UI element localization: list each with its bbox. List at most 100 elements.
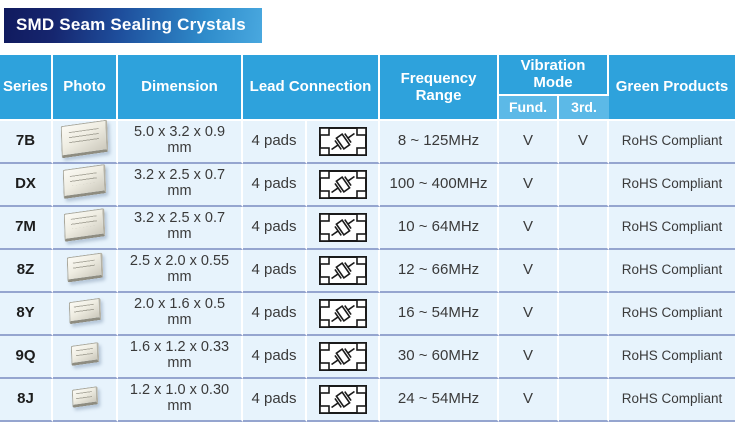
cell-series: 8Z	[0, 249, 53, 293]
cell-dimension: 3.2 x 2.5 x 0.7 mm	[118, 206, 243, 250]
table-row: 9Q 1.6 x 1.2 x 0.33 mm 4 pads	[0, 335, 735, 379]
crystal-photo	[70, 341, 99, 366]
table-row: 8Y 2.0 x 1.6 x 0.5 mm 4 pads	[0, 292, 735, 336]
dimension-unit: mm	[167, 355, 192, 371]
col-header-dimension: Dimension	[118, 55, 243, 121]
cell-vibration-fund: V	[499, 206, 560, 250]
dimension-value: 5.0 x 3.2 x 0.9	[133, 124, 226, 141]
crystal-schematic-icon	[318, 384, 367, 414]
col-header-series: Series	[0, 55, 53, 121]
cell-green-products: RoHS Compliant	[609, 206, 735, 250]
cell-frequency-range: 100 ~ 400MHz	[380, 163, 500, 207]
cell-series: 7B	[0, 120, 53, 164]
cell-lead-icon	[307, 249, 381, 293]
cell-photo	[53, 335, 118, 379]
cell-lead-icon	[307, 206, 381, 250]
cell-dimension: 2.0 x 1.6 x 0.5 mm	[118, 292, 243, 336]
cell-lead-icon	[307, 120, 381, 164]
cell-dimension: 1.6 x 1.2 x 0.33 mm	[118, 335, 243, 379]
cell-vibration-3rd	[559, 292, 610, 336]
cell-green-products: RoHS Compliant	[609, 249, 735, 293]
cell-vibration-3rd	[559, 249, 610, 293]
cell-frequency-range: 30 ~ 60MHz	[380, 335, 500, 379]
cell-photo	[53, 292, 118, 336]
cell-lead-pads: 4 pads	[243, 378, 307, 422]
cell-green-products: RoHS Compliant	[609, 120, 735, 164]
cell-series: 9Q	[0, 335, 53, 379]
table-row: 7M 3.2 x 2.5 x 0.7 mm 4 pads	[0, 206, 735, 250]
cell-vibration-fund: V	[499, 163, 560, 207]
dimension-unit: mm	[167, 140, 192, 156]
col-header-fund: Fund.	[499, 95, 560, 121]
cell-lead-pads: 4 pads	[243, 120, 307, 164]
col-header-green-products: Green Products	[609, 55, 735, 121]
cell-vibration-fund: V	[499, 335, 560, 379]
dimension-unit: mm	[167, 183, 192, 199]
col-header-3rd: 3rd.	[559, 95, 610, 121]
cell-dimension: 2.5 x 2.0 x 0.55 mm	[118, 249, 243, 293]
cell-frequency-range: 24 ~ 54MHz	[380, 378, 500, 422]
crystal-photo	[68, 297, 101, 325]
cell-vibration-fund: V	[499, 292, 560, 336]
dimension-unit: mm	[167, 269, 192, 285]
dimension-value: 3.2 x 2.5 x 0.7	[133, 210, 226, 227]
col-header-frequency-range: Frequency Range	[380, 55, 500, 121]
cell-photo	[53, 206, 118, 250]
cell-dimension: 5.0 x 3.2 x 0.9 mm	[118, 120, 243, 164]
table-row: DX 3.2 x 2.5 x 0.7 mm 4 pads	[0, 163, 735, 207]
cell-lead-icon	[307, 335, 381, 379]
cell-vibration-3rd	[559, 378, 610, 422]
crystal-schematic-icon	[318, 298, 367, 328]
dimension-value: 2.0 x 1.6 x 0.5	[133, 296, 226, 313]
cell-photo	[53, 163, 118, 207]
cell-lead-icon	[307, 163, 381, 207]
dimension-unit: mm	[167, 398, 192, 414]
cell-lead-pads: 4 pads	[243, 335, 307, 379]
cell-green-products: RoHS Compliant	[609, 335, 735, 379]
cell-photo	[53, 119, 118, 164]
crystals-spec-table: Series Photo Dimension Lead Connection F…	[0, 55, 735, 422]
cell-frequency-range: 10 ~ 64MHz	[380, 206, 500, 250]
col-header-vibration-mode: Vibration Mode	[499, 55, 610, 96]
crystal-schematic-icon	[318, 341, 367, 371]
cell-green-products: RoHS Compliant	[609, 378, 735, 422]
cell-green-products: RoHS Compliant	[609, 163, 735, 207]
crystal-schematic-icon	[318, 126, 367, 156]
cell-vibration-3rd	[559, 206, 610, 250]
col-header-photo: Photo	[53, 55, 118, 121]
dimension-value: 1.2 x 1.0 x 0.30	[129, 382, 230, 399]
cell-series: 8J	[0, 378, 53, 422]
cell-vibration-3rd: V	[559, 120, 610, 164]
crystal-schematic-icon	[318, 212, 367, 242]
crystal-photo	[63, 207, 106, 242]
cell-frequency-range: 8 ~ 125MHz	[380, 120, 500, 164]
dimension-value: 3.2 x 2.5 x 0.7	[133, 167, 226, 184]
col-header-lead-connection: Lead Connection	[243, 55, 381, 121]
crystal-photo	[62, 164, 107, 200]
cell-series: DX	[0, 163, 53, 207]
cell-photo	[53, 378, 118, 422]
dimension-value: 1.6 x 1.2 x 0.33	[129, 339, 230, 356]
dimension-value: 2.5 x 2.0 x 0.55	[129, 253, 230, 270]
cell-photo	[53, 249, 118, 293]
dimension-unit: mm	[167, 312, 192, 328]
table-row: 8J 1.2 x 1.0 x 0.30 mm 4 pads	[0, 378, 735, 422]
cell-lead-pads: 4 pads	[243, 292, 307, 336]
cell-lead-icon	[307, 378, 381, 422]
cell-series: 8Y	[0, 292, 53, 336]
crystal-photo	[66, 252, 103, 283]
table-row: 8Z 2.5 x 2.0 x 0.55 mm 4 pads	[0, 249, 735, 293]
cell-dimension: 1.2 x 1.0 x 0.30 mm	[118, 378, 243, 422]
crystal-schematic-icon	[318, 255, 367, 285]
cell-vibration-fund: V	[499, 378, 560, 422]
crystal-photo	[71, 385, 98, 408]
cell-frequency-range: 16 ~ 54MHz	[380, 292, 500, 336]
cell-lead-icon	[307, 292, 381, 336]
cell-vibration-fund: V	[499, 249, 560, 293]
cell-dimension: 3.2 x 2.5 x 0.7 mm	[118, 163, 243, 207]
cell-lead-pads: 4 pads	[243, 206, 307, 250]
crystal-schematic-icon	[318, 169, 367, 199]
cell-vibration-3rd	[559, 335, 610, 379]
table-row: 7B 5.0 x 3.2 x 0.9 mm 4 pads	[0, 119, 735, 164]
dimension-unit: mm	[167, 226, 192, 242]
